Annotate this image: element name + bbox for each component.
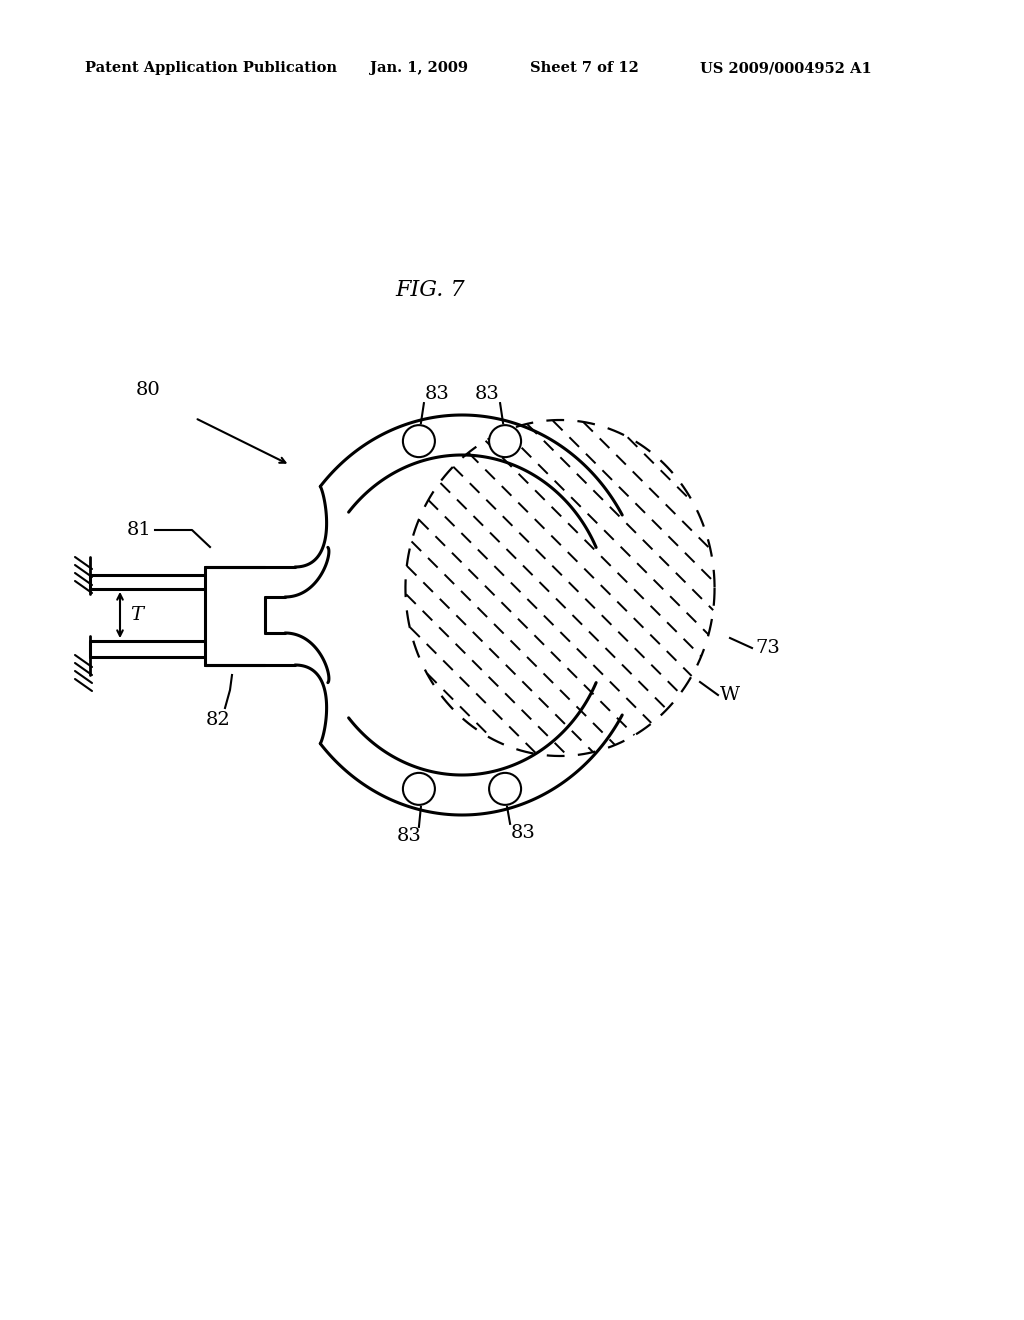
Text: T: T [130,606,143,624]
Circle shape [402,425,435,457]
Text: 83: 83 [425,385,450,403]
Text: US 2009/0004952 A1: US 2009/0004952 A1 [700,61,871,75]
Circle shape [489,425,521,457]
Text: FIG. 7: FIG. 7 [395,279,465,301]
Text: 83: 83 [396,826,421,845]
Text: 80: 80 [135,381,161,399]
Text: Sheet 7 of 12: Sheet 7 of 12 [530,61,639,75]
Text: Patent Application Publication: Patent Application Publication [85,61,337,75]
Circle shape [402,774,435,805]
Text: 73: 73 [755,639,780,657]
Text: 83: 83 [475,385,500,403]
Text: W: W [720,686,740,704]
Text: 81: 81 [127,521,152,539]
Text: 82: 82 [206,711,230,729]
Text: 83: 83 [511,824,536,842]
Text: Jan. 1, 2009: Jan. 1, 2009 [370,61,468,75]
Circle shape [489,774,521,805]
